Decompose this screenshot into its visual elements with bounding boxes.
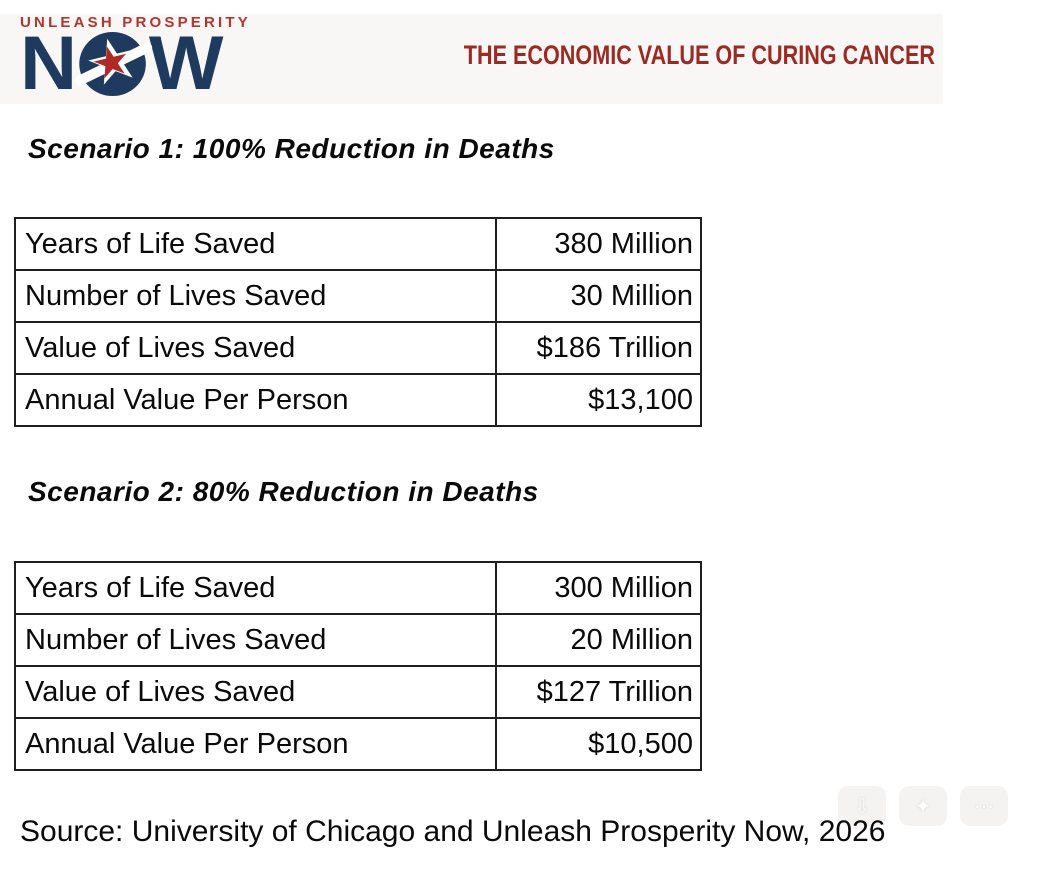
row-label: Years of Life Saved [14, 561, 497, 615]
overlay-save-button[interactable]: ⇩ [838, 786, 886, 826]
row-label: Value of Lives Saved [14, 665, 497, 719]
unleash-prosperity-now-logo: UNLEASH PROSPERITY N ★ ★ W [20, 14, 251, 102]
row-value: $127 Trillion [495, 665, 702, 719]
scenario-1-heading: Scenario 1: 100% Reduction in Deaths [28, 133, 555, 164]
row-label: Annual Value Per Person [14, 717, 497, 771]
header: UNLEASH PROSPERITY N ★ ★ W THE ECONOMIC … [0, 14, 943, 104]
table-row: Value of Lives Saved $186 Trillion [14, 321, 702, 375]
table-row: Years of Life Saved 300 Million [14, 561, 702, 615]
row-label: Number of Lives Saved [14, 269, 497, 323]
image-hover-controls: ⇩ ✦ ⋯ [838, 786, 1008, 826]
table-row: Annual Value Per Person $10,500 [14, 717, 702, 771]
logo-wordmark: N ★ ★ W [20, 21, 260, 106]
overlay-visual-search-button[interactable]: ✦ [899, 786, 947, 826]
row-label: Years of Life Saved [14, 217, 497, 271]
row-value: $186 Trillion [495, 321, 702, 375]
table-row: Number of Lives Saved 30 Million [14, 269, 702, 323]
document-title: THE ECONOMIC VALUE OF CURING CANCER [463, 40, 935, 70]
scenario-2-table: Years of Life Saved 300 Million Number o… [14, 561, 702, 771]
visual-search-icon: ✦ [914, 795, 932, 818]
row-value: 300 Million [495, 561, 702, 615]
row-label: Annual Value Per Person [14, 373, 497, 427]
row-value: 30 Million [495, 269, 702, 323]
overlay-more-button[interactable]: ⋯ [960, 786, 1008, 826]
logo-letter-w: W [148, 21, 224, 106]
row-value: $10,500 [495, 717, 702, 771]
logo-letter-n: N [20, 21, 77, 106]
table-row: Annual Value Per Person $13,100 [14, 373, 702, 427]
row-value: $13,100 [495, 373, 702, 427]
scenario-1-table: Years of Life Saved 380 Million Number o… [14, 217, 702, 427]
row-label: Number of Lives Saved [14, 613, 497, 667]
row-value: 380 Million [495, 217, 702, 271]
row-value: 20 Million [495, 613, 702, 667]
row-label: Value of Lives Saved [14, 321, 497, 375]
scenario-2-heading: Scenario 2: 80% Reduction in Deaths [28, 476, 539, 507]
source-citation: Source: University of Chicago and Unleas… [20, 815, 886, 848]
save-icon: ⇩ [853, 795, 871, 818]
logo-tagline: UNLEASH PROSPERITY [20, 14, 251, 31]
table-row: Value of Lives Saved $127 Trillion [14, 665, 702, 719]
more-icon: ⋯ [974, 795, 994, 818]
table-row: Number of Lives Saved 20 Million [14, 613, 702, 667]
star-o-icon: ★ ★ [73, 22, 154, 100]
table-row: Years of Life Saved 380 Million [14, 217, 702, 271]
